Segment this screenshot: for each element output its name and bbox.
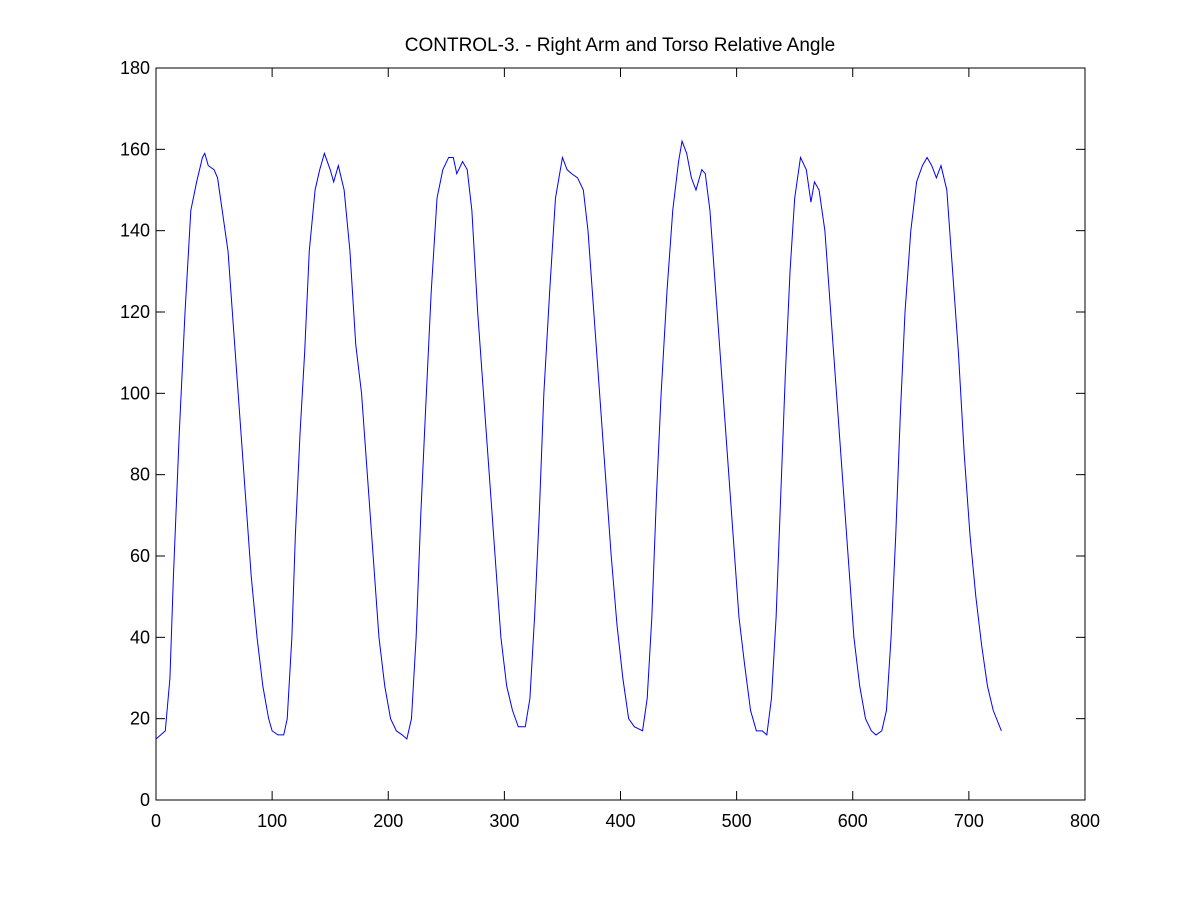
y-tick-label: 20 — [130, 709, 150, 729]
x-tick-label: 500 — [722, 811, 752, 831]
x-tick-label: 700 — [954, 811, 984, 831]
chart-title: CONTROL-3. - Right Arm and Torso Relativ… — [405, 35, 836, 56]
y-tick-label: 40 — [130, 627, 150, 647]
y-tick-label: 80 — [130, 465, 150, 485]
y-tick-label: 120 — [120, 302, 150, 322]
x-tick-label: 200 — [373, 811, 403, 831]
x-tick-label: 400 — [605, 811, 635, 831]
y-tick-label: 180 — [120, 58, 150, 78]
x-tick-label: 800 — [1070, 811, 1100, 831]
x-tick-label: 100 — [257, 811, 287, 831]
y-tick-label: 60 — [130, 546, 150, 566]
y-tick-label: 160 — [120, 139, 150, 159]
y-tick-label: 140 — [120, 221, 150, 241]
y-tick-label: 100 — [120, 383, 150, 403]
y-tick-label: 0 — [140, 790, 150, 810]
x-tick-label: 300 — [489, 811, 519, 831]
x-tick-label: 0 — [151, 811, 161, 831]
plot-frame — [155, 67, 1086, 801]
data-line — [155, 139, 1002, 740]
x-tick-label: 600 — [838, 811, 868, 831]
